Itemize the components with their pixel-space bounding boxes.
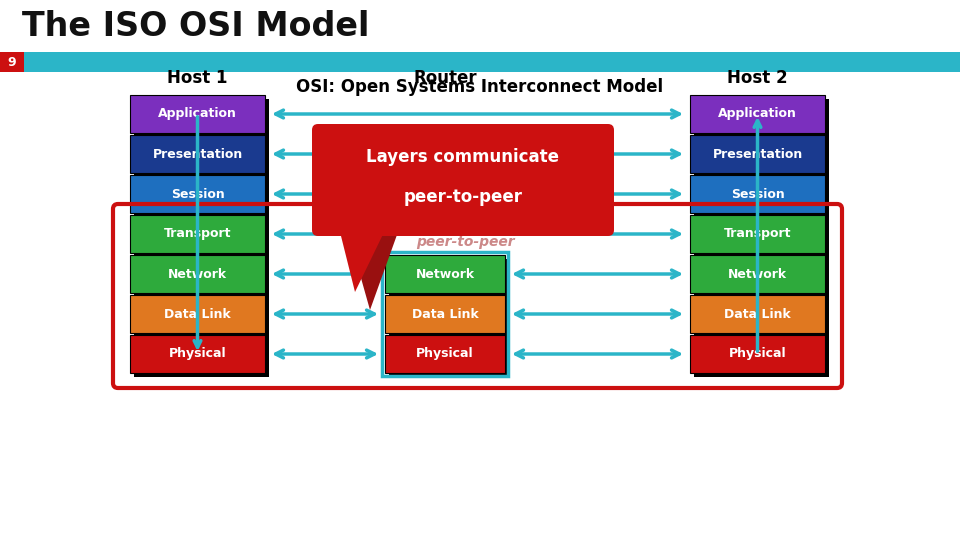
FancyBboxPatch shape [312, 124, 614, 236]
Text: Application: Application [158, 107, 237, 120]
FancyBboxPatch shape [690, 255, 825, 293]
FancyBboxPatch shape [690, 95, 825, 133]
FancyBboxPatch shape [690, 215, 825, 253]
Text: Router: Router [413, 69, 477, 87]
Text: Transport: Transport [164, 227, 231, 240]
FancyBboxPatch shape [385, 335, 505, 373]
Text: Session: Session [731, 187, 784, 200]
Text: Host 2: Host 2 [727, 69, 788, 87]
Text: Network: Network [416, 267, 474, 280]
FancyBboxPatch shape [130, 95, 265, 133]
Text: Transport: Transport [724, 227, 791, 240]
Text: Host 1: Host 1 [167, 69, 228, 87]
Text: Application: Application [718, 107, 797, 120]
FancyBboxPatch shape [130, 175, 265, 213]
Text: peer-to-peer: peer-to-peer [403, 188, 522, 206]
Text: OSI: Open Systems Interconnect Model: OSI: Open Systems Interconnect Model [297, 78, 663, 96]
FancyBboxPatch shape [690, 175, 825, 213]
FancyBboxPatch shape [130, 255, 265, 293]
FancyBboxPatch shape [130, 135, 265, 173]
Text: Data Link: Data Link [412, 307, 478, 321]
Text: Physical: Physical [417, 348, 474, 361]
Text: Data Link: Data Link [724, 307, 791, 321]
Text: Session: Session [171, 187, 225, 200]
FancyBboxPatch shape [130, 295, 265, 333]
Text: Physical: Physical [169, 348, 227, 361]
FancyBboxPatch shape [694, 99, 829, 377]
Text: peer-to-peer: peer-to-peer [416, 235, 515, 249]
FancyBboxPatch shape [134, 99, 269, 377]
FancyBboxPatch shape [389, 259, 509, 377]
FancyBboxPatch shape [130, 335, 265, 373]
FancyBboxPatch shape [690, 135, 825, 173]
FancyBboxPatch shape [690, 295, 825, 333]
FancyBboxPatch shape [385, 255, 505, 293]
FancyBboxPatch shape [0, 52, 960, 72]
FancyBboxPatch shape [385, 295, 505, 333]
FancyBboxPatch shape [130, 215, 265, 253]
Text: Data Link: Data Link [164, 307, 230, 321]
Text: The ISO OSI Model: The ISO OSI Model [22, 10, 370, 43]
Text: Network: Network [728, 267, 787, 280]
Text: Layers communicate: Layers communicate [367, 148, 560, 166]
Text: Presentation: Presentation [712, 147, 803, 160]
FancyBboxPatch shape [690, 335, 825, 373]
Text: Presentation: Presentation [153, 147, 243, 160]
Polygon shape [348, 232, 398, 310]
Polygon shape [338, 224, 388, 292]
Text: 9: 9 [8, 56, 16, 69]
FancyBboxPatch shape [0, 52, 24, 72]
Text: Physical: Physical [729, 348, 786, 361]
Text: Network: Network [168, 267, 228, 280]
